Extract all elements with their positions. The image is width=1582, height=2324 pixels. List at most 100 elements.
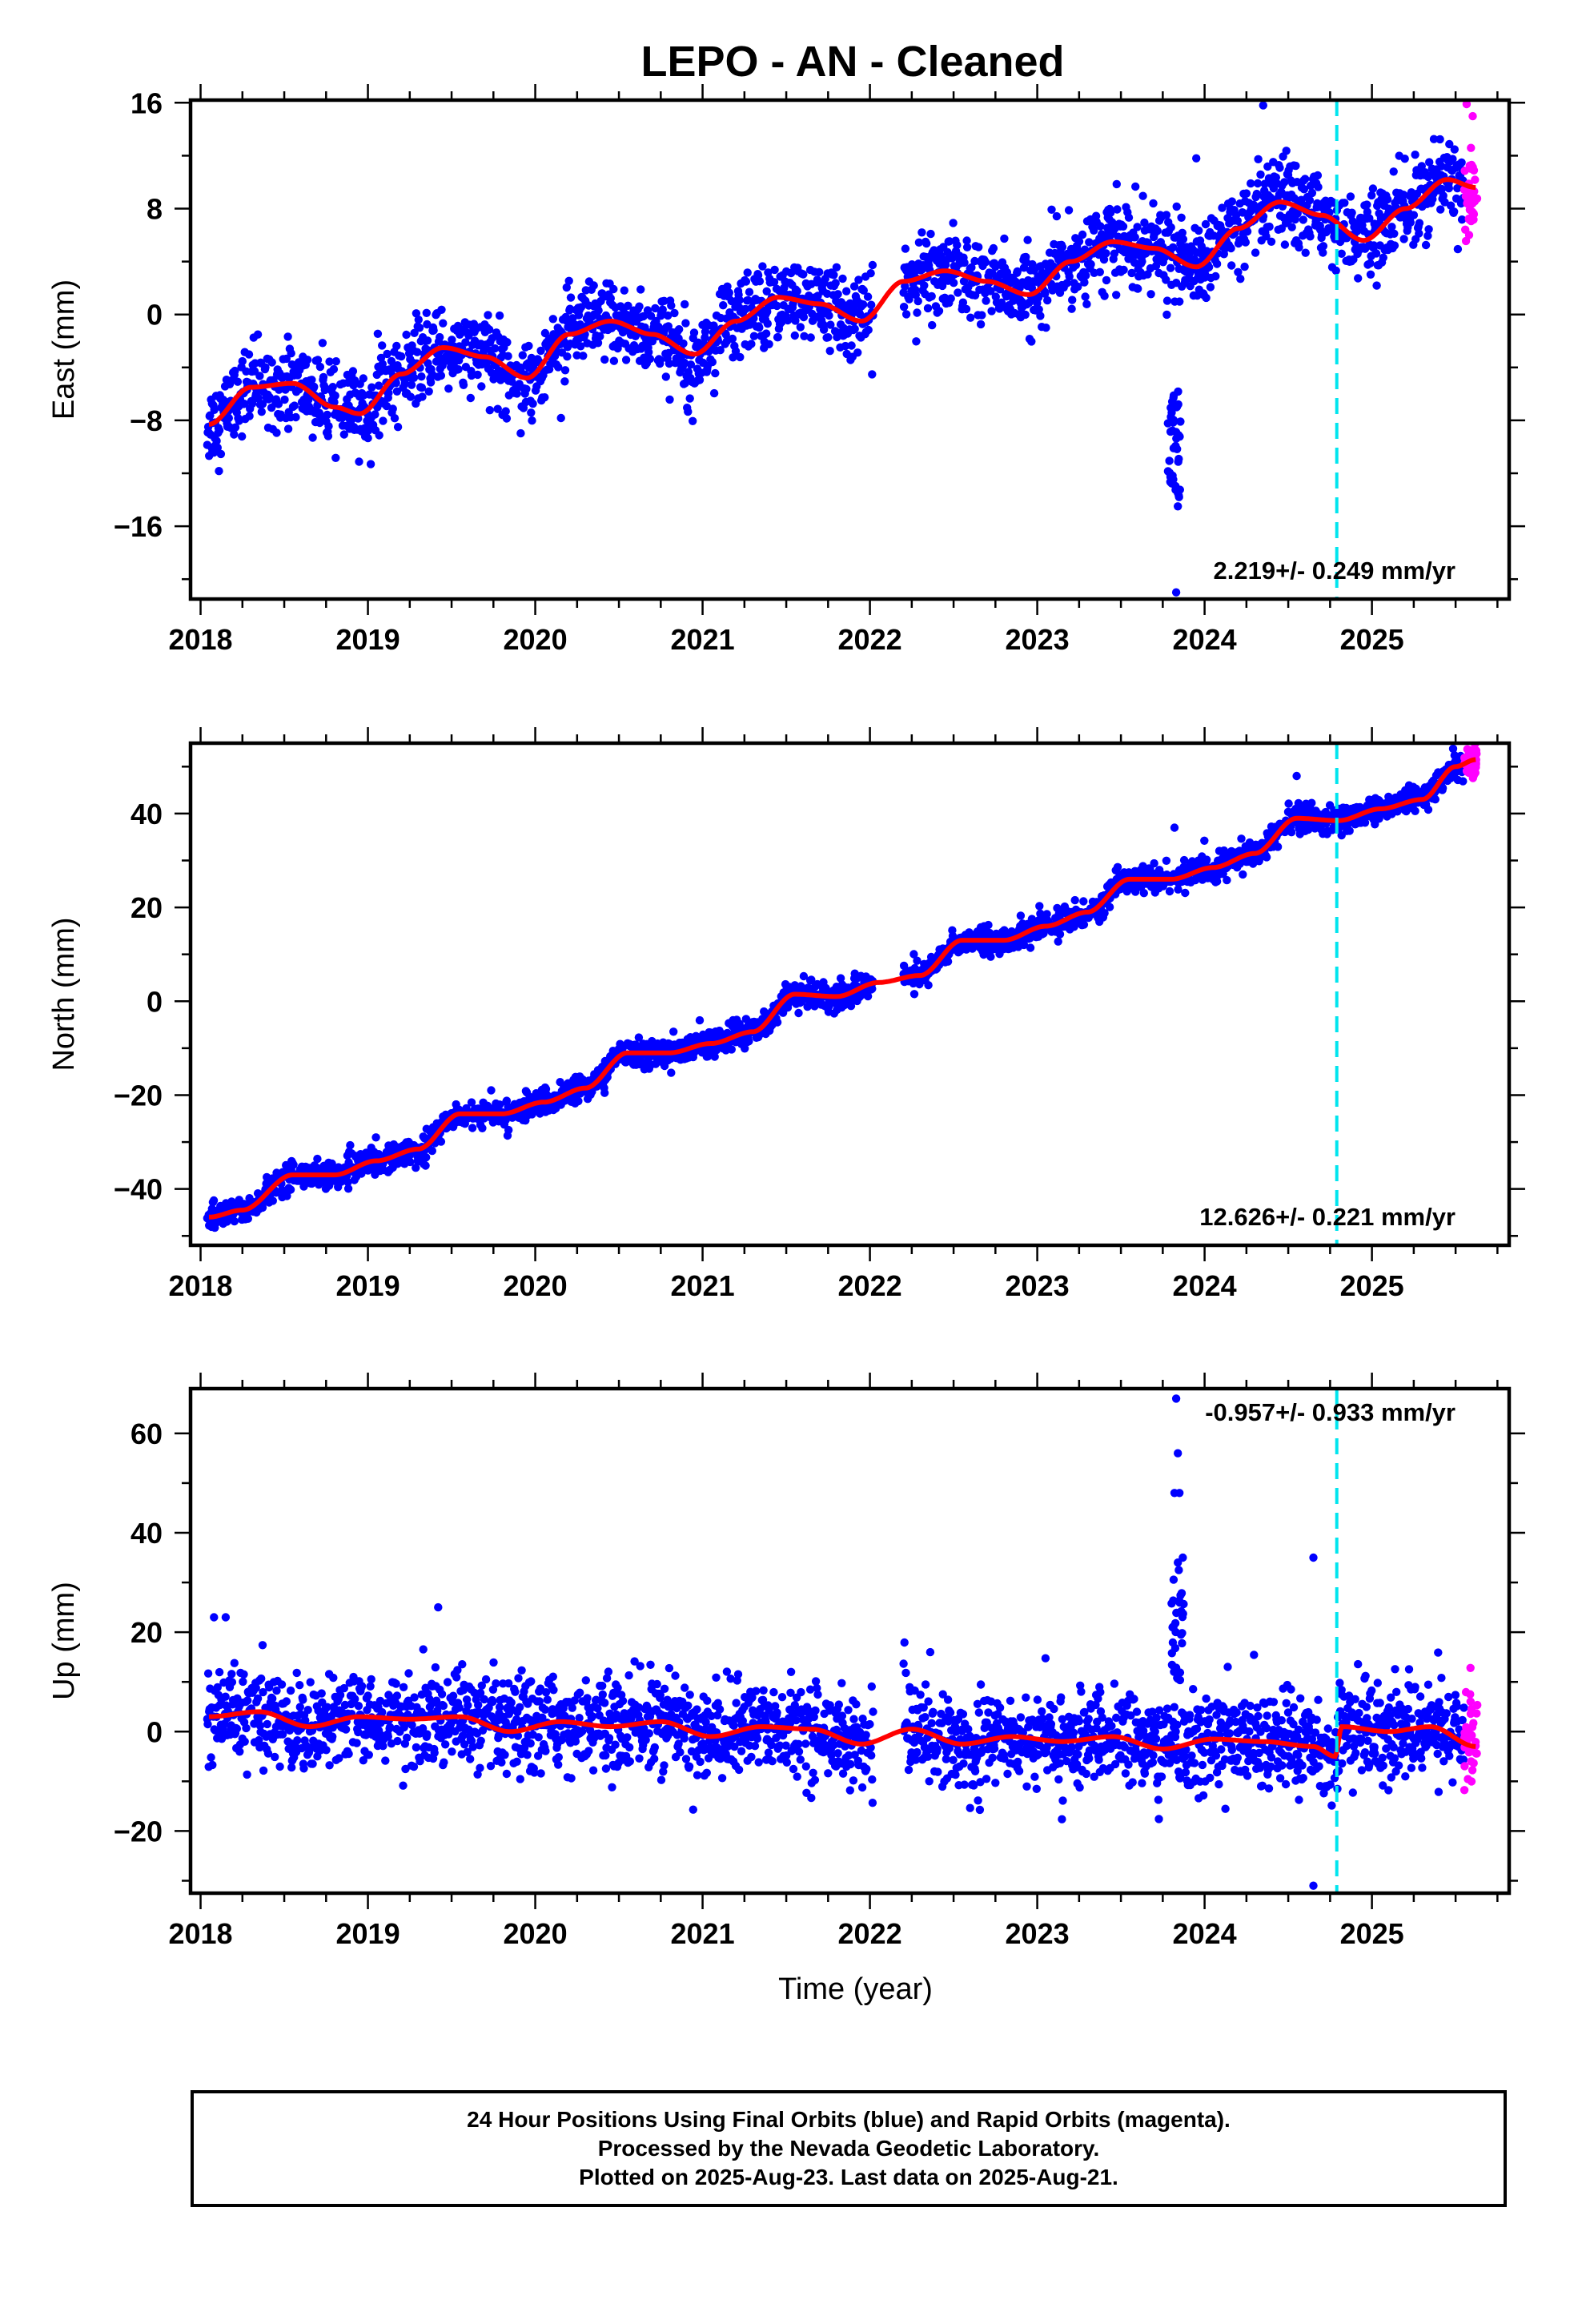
final-point (962, 243, 972, 251)
final-point (1437, 184, 1447, 194)
final-point (1080, 278, 1089, 287)
final-point (315, 362, 325, 372)
final-point (329, 364, 339, 374)
final-point (1450, 207, 1459, 216)
final-point (695, 376, 705, 384)
final-point (428, 1146, 436, 1156)
final-point (1052, 211, 1062, 221)
final-point (913, 956, 921, 965)
final-point (467, 371, 476, 380)
outlier-point (1192, 154, 1201, 163)
final-point (1301, 248, 1310, 257)
final-point (958, 298, 968, 307)
final-point (230, 430, 239, 439)
final-point (1212, 259, 1222, 268)
final-point (319, 372, 328, 382)
final-point (1166, 263, 1175, 272)
final-point (922, 239, 931, 248)
final-point (1078, 230, 1087, 239)
final-point (1043, 296, 1052, 305)
final-point (512, 389, 521, 398)
final-point (1253, 190, 1262, 199)
final-point (1002, 267, 1012, 277)
final-point (410, 328, 419, 337)
final-point (1363, 207, 1372, 216)
final-point (554, 363, 563, 372)
final-point (392, 387, 402, 396)
final-point (635, 302, 644, 311)
final-point (684, 407, 693, 416)
final-point (484, 311, 492, 320)
x-tick-label: 2018 (168, 1269, 232, 1302)
final-point (721, 330, 730, 339)
final-point (1165, 456, 1174, 465)
final-point (745, 1037, 753, 1046)
final-point (593, 339, 603, 348)
final-point (417, 372, 426, 381)
panel-east: 2018 2019 2020 2021 2022 2023 2024 2025−16−8081… (47, 84, 1525, 656)
final-point (1347, 208, 1356, 217)
final-point (863, 991, 873, 1001)
final-point (1054, 937, 1062, 946)
final-point (847, 341, 856, 350)
final-point (550, 352, 560, 360)
final-point (371, 410, 379, 419)
final-point (574, 1096, 583, 1106)
final-point (495, 311, 504, 320)
final-point (1399, 235, 1408, 243)
final-point (576, 303, 586, 312)
final-point (313, 1154, 322, 1164)
final-point (609, 356, 619, 365)
model-fit-line (209, 757, 1476, 1220)
final-point (914, 238, 924, 247)
final-point (624, 301, 632, 310)
final-point (422, 1153, 431, 1162)
final-point (504, 1125, 513, 1135)
final-point (640, 323, 649, 332)
final-point (945, 237, 954, 246)
final-point (1307, 188, 1317, 198)
final-point (681, 379, 689, 388)
final-point (799, 270, 808, 279)
plot-area (203, 743, 1481, 1245)
final-point (576, 342, 585, 351)
final-point (1367, 191, 1376, 200)
final-point (755, 277, 765, 286)
final-point (504, 352, 512, 360)
final-point (836, 974, 845, 983)
final-point (1206, 283, 1215, 292)
final-point (1162, 296, 1172, 305)
final-point (711, 368, 720, 378)
final-point (1162, 310, 1171, 320)
final-point (423, 336, 432, 345)
final-point (540, 393, 549, 402)
final-point (1421, 240, 1431, 250)
final-point (1082, 271, 1090, 280)
final-point (328, 383, 337, 392)
final-point (331, 391, 339, 400)
final-point (331, 357, 340, 366)
final-point (1247, 179, 1255, 188)
final-point (953, 240, 962, 250)
final-point (1134, 284, 1142, 293)
final-point (695, 1015, 705, 1025)
final-point (1172, 202, 1181, 211)
final-point (1263, 162, 1272, 171)
final-point (412, 348, 422, 356)
final-point (1079, 897, 1088, 906)
final-point (366, 460, 375, 468)
final-point (212, 436, 221, 445)
final-point (1406, 218, 1415, 227)
final-point (1119, 265, 1128, 275)
final-point (231, 366, 239, 376)
final-point (667, 1068, 676, 1077)
y-tick-label: 16 (130, 86, 163, 119)
final-point (665, 395, 674, 404)
final-point (429, 326, 438, 335)
final-point (1295, 243, 1303, 252)
rapid-point (1467, 143, 1476, 152)
final-point (1227, 197, 1237, 206)
x-tick-label: 2020 (504, 623, 568, 656)
x-tick-label: 2020 (504, 1269, 568, 1302)
rapid-point (1468, 771, 1477, 780)
